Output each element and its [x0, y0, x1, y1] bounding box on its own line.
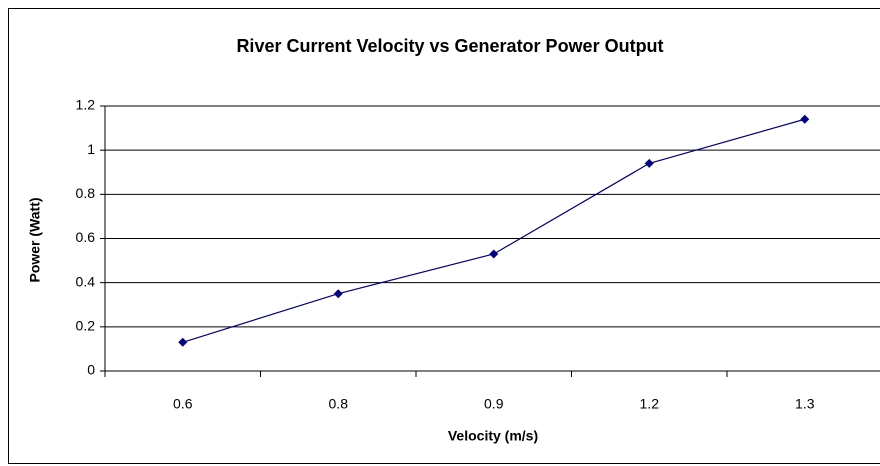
y-tick-label: 0.4	[76, 273, 96, 289]
data-point	[800, 114, 810, 124]
data-point	[333, 289, 343, 299]
chart-border	[8, 8, 880, 464]
x-axis-title: Velocity (m/s)	[448, 428, 538, 444]
data-point	[489, 249, 499, 259]
data-point	[178, 337, 188, 347]
x-tick-label: 0.6	[173, 396, 193, 412]
y-tick-label: 0.6	[76, 229, 96, 245]
x-tick-label: 1.2	[640, 396, 660, 412]
y-tick-label: 0	[87, 362, 95, 378]
y-tick-label: 1	[87, 141, 95, 157]
y-tick-label: 0.2	[76, 318, 96, 334]
y-tick-label: 0.8	[76, 185, 96, 201]
chart-title: River Current Velocity vs Generator Powe…	[236, 36, 663, 56]
data-point	[644, 158, 654, 168]
y-axis-title: Power (Watt)	[27, 197, 43, 282]
x-tick-label: 1.3	[795, 396, 815, 412]
y-tick-label: 1.2	[76, 97, 96, 113]
x-tick-label: 0.9	[484, 396, 504, 412]
x-tick-label: 0.8	[329, 396, 349, 412]
